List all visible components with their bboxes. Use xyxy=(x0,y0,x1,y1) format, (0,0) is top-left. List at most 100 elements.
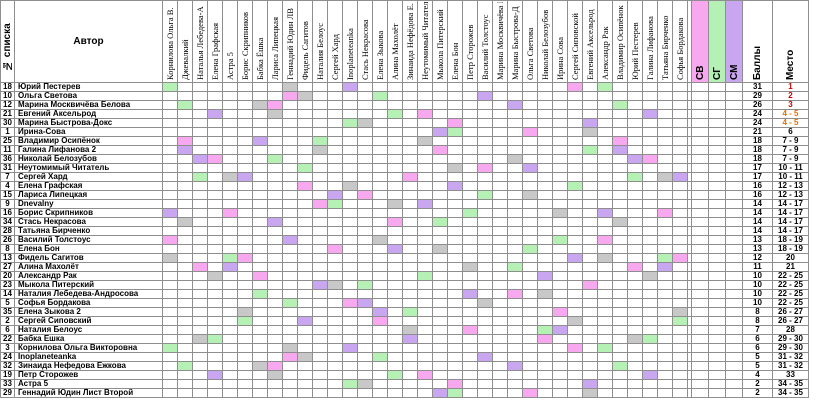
vote-cell xyxy=(222,145,238,155)
vote-cell xyxy=(177,145,193,155)
vote-cell xyxy=(672,253,688,263)
vote-cell xyxy=(402,262,418,272)
vote-cell xyxy=(567,388,583,398)
vote-cell xyxy=(447,136,463,146)
vote-cell xyxy=(567,172,583,182)
vote-cell xyxy=(372,352,388,362)
juror-header: Алина Махолёт xyxy=(387,0,403,83)
vote-cell xyxy=(627,154,643,164)
vote-cell xyxy=(342,136,358,146)
vote-cell xyxy=(672,289,688,299)
vote-cell xyxy=(597,352,613,362)
vote-cell xyxy=(327,154,343,164)
vote-cell xyxy=(627,118,643,128)
vote-cell xyxy=(567,370,583,380)
row-number: 1 xyxy=(0,127,15,137)
vote-cell xyxy=(507,352,523,362)
place-cell: 14 - 17 xyxy=(772,226,809,236)
sm-cell xyxy=(725,253,743,263)
vote-cell xyxy=(507,145,523,155)
row-number: 19 xyxy=(0,370,15,380)
vote-cell xyxy=(327,208,343,218)
vote-cell xyxy=(417,325,433,335)
vote-cell xyxy=(627,145,643,155)
vote-cell xyxy=(207,127,223,137)
vote-cell xyxy=(372,244,388,254)
author-name: Ирина-Сова xyxy=(14,127,163,137)
vote-cell xyxy=(417,82,433,92)
vote-cell xyxy=(492,145,508,155)
sg-cell xyxy=(708,352,726,362)
vote-cell xyxy=(177,253,193,263)
points-cell: 16 xyxy=(742,190,773,200)
vote-cell xyxy=(222,208,238,218)
vote-cell xyxy=(627,199,643,209)
vote-cell xyxy=(327,136,343,146)
vote-cell xyxy=(432,370,448,380)
vote-cell xyxy=(192,280,208,290)
sv-cell xyxy=(691,352,709,362)
vote-cell xyxy=(207,244,223,254)
vote-cell xyxy=(192,109,208,119)
vote-cell xyxy=(537,208,553,218)
vote-cell xyxy=(207,109,223,119)
vote-cell xyxy=(192,334,208,344)
vote-cell xyxy=(177,352,193,362)
vote-cell xyxy=(402,217,418,227)
sm-cell xyxy=(725,343,743,353)
place-cell: 10 - 11 xyxy=(772,163,809,173)
vote-cell xyxy=(522,82,538,92)
vote-cell xyxy=(387,325,403,335)
sv-cell xyxy=(691,109,709,119)
sg-cell xyxy=(708,289,726,299)
juror-header: Елена Бон xyxy=(447,0,463,83)
vote-cell xyxy=(582,136,598,146)
sm-cell xyxy=(725,136,743,146)
vote-cell xyxy=(537,370,553,380)
sm-cell xyxy=(725,379,743,389)
vote-cell xyxy=(462,343,478,353)
vote-cell xyxy=(387,199,403,209)
vote-cell xyxy=(162,307,178,317)
points-cell: 18 xyxy=(742,154,773,164)
vote-cell xyxy=(597,118,613,128)
vote-cell xyxy=(312,379,328,389)
vote-cell xyxy=(582,163,598,173)
author-name: Петр Сторожев xyxy=(14,370,163,380)
vote-cell xyxy=(612,208,628,218)
vote-cell xyxy=(612,226,628,236)
vote-cell xyxy=(567,82,583,92)
vote-cell xyxy=(357,307,373,317)
table-row: 29 Геннадий Юдин Лист Второй 2 34 - 35 xyxy=(0,388,809,398)
vote-cell xyxy=(327,388,343,398)
juror-header: Ирина Сова xyxy=(552,0,568,83)
vote-cell xyxy=(642,361,658,371)
vote-cell xyxy=(627,136,643,146)
vote-cell xyxy=(567,280,583,290)
vote-cell xyxy=(297,145,313,155)
vote-cell xyxy=(222,199,238,209)
vote-cell xyxy=(642,172,658,182)
vote-cell xyxy=(612,91,628,101)
vote-cell xyxy=(462,136,478,146)
vote-cell xyxy=(657,253,673,263)
vote-cell xyxy=(477,154,493,164)
vote-cell xyxy=(567,154,583,164)
vote-cell xyxy=(582,370,598,380)
vote-cell xyxy=(387,154,403,164)
vote-cell xyxy=(552,370,568,380)
vote-cell xyxy=(597,199,613,209)
vote-cell xyxy=(552,352,568,362)
vote-cell xyxy=(612,343,628,353)
vote-cell xyxy=(357,298,373,308)
vote-cell xyxy=(312,298,328,308)
vote-cell xyxy=(177,136,193,146)
vote-cell xyxy=(177,280,193,290)
vote-cell xyxy=(582,253,598,263)
vote-cell xyxy=(207,136,223,146)
table-row: 5 Софья Бордакова 10 22 - 25 xyxy=(0,298,809,308)
vote-cell xyxy=(327,226,343,236)
vote-cell xyxy=(552,262,568,272)
vote-cell xyxy=(537,118,553,128)
vote-cell xyxy=(327,325,343,335)
